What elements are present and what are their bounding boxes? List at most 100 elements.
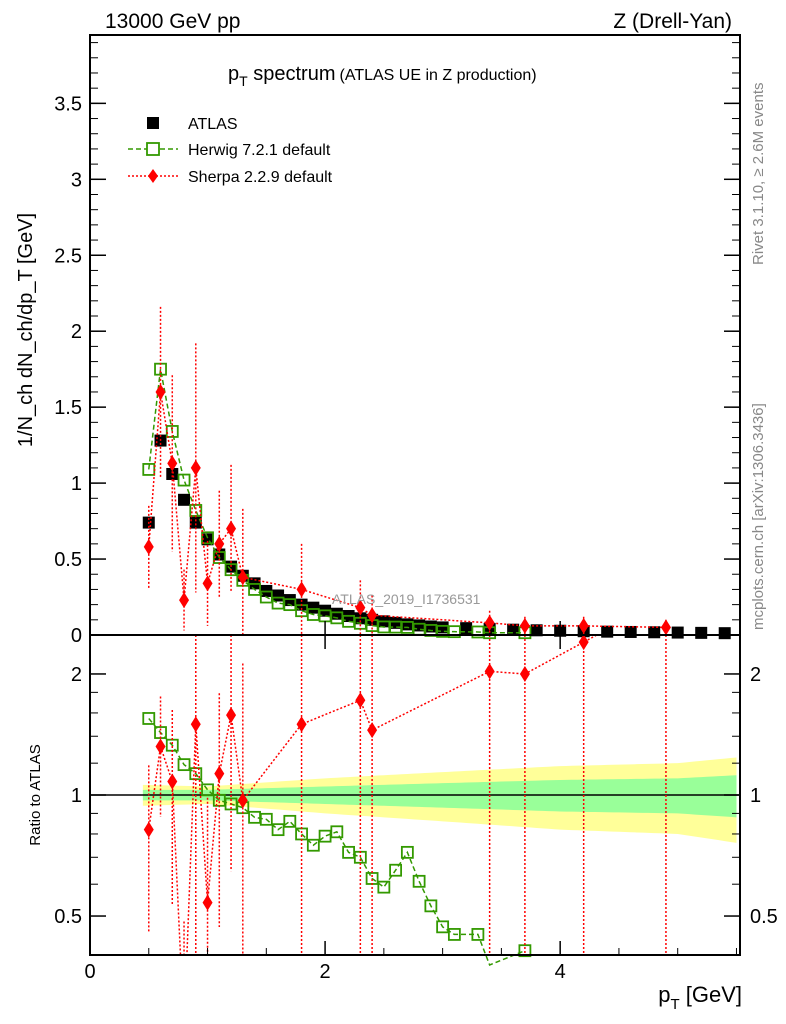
legend-sherpa-marker xyxy=(148,169,158,183)
herwig-ratio-point xyxy=(330,825,344,839)
herwig-ratio-point xyxy=(436,920,450,934)
sherpa-line xyxy=(148,391,666,629)
sherpa-ratio-point xyxy=(484,663,495,680)
sherpa-ratio-point xyxy=(519,665,530,682)
ratio-y-axis-label: Ratio to ATLAS xyxy=(27,744,44,845)
herwig-ratio-point xyxy=(400,845,414,859)
ratio-y-tick-label: 2 xyxy=(750,664,761,686)
herwig-ratio-point xyxy=(377,880,391,894)
header-right: Z (Drell-Yan) xyxy=(613,10,732,33)
sherpa-point xyxy=(296,581,307,598)
sherpa-point xyxy=(237,569,248,586)
x-axis-label: pT [GeV] xyxy=(658,982,742,1013)
legend-herwig-marker xyxy=(146,142,160,156)
herwig-point xyxy=(177,473,191,487)
sherpa-point xyxy=(226,520,237,537)
sherpa-ratio-point xyxy=(226,707,237,724)
herwig-ratio-point xyxy=(142,712,156,725)
legend-atlas-marker xyxy=(147,117,159,129)
atlas-point xyxy=(648,626,661,639)
y-tick-label: 2 xyxy=(71,321,82,343)
sherpa-ratio-point xyxy=(355,692,366,709)
herwig-ratio-line xyxy=(148,717,526,966)
atlas-point xyxy=(424,620,437,633)
sherpa-ratio-point xyxy=(367,722,378,739)
uncertainty-band xyxy=(90,757,740,843)
herwig-point xyxy=(447,625,461,639)
y-tick-label: 0 xyxy=(71,625,82,647)
atlas-point xyxy=(401,618,414,631)
y-tick-label: 3 xyxy=(71,169,82,191)
sherpa-point xyxy=(202,575,213,592)
atlas-point xyxy=(671,626,684,639)
sherpa-point xyxy=(484,614,495,631)
ratio-band-inner xyxy=(142,775,737,818)
header-left: 13000 GeV pp xyxy=(105,10,240,33)
herwig-ratio-point xyxy=(259,812,273,826)
y-tick-label: 2.5 xyxy=(54,245,82,267)
atlas-point xyxy=(283,594,296,607)
sherpa-ratio-point xyxy=(237,792,248,809)
sherpa-ratio-point xyxy=(214,765,225,782)
y-tick-label: 3.5 xyxy=(54,93,82,115)
watermark: ATLAS_2019_I1736531 xyxy=(332,591,481,607)
sherpa-point xyxy=(179,592,190,609)
sherpa-ratio-point xyxy=(296,716,307,733)
sherpa-point xyxy=(660,619,671,636)
ratio-y-tick-label: 2 xyxy=(71,664,82,686)
herwig-point xyxy=(201,531,214,545)
sherpa-point xyxy=(155,383,166,400)
x-tick-label: 0 xyxy=(84,961,95,983)
sherpa-point xyxy=(167,455,178,472)
plot-title: pT spectrum (ATLAS UE in Z production) xyxy=(228,63,537,89)
herwig-ratio-point xyxy=(177,758,191,772)
sherpa-point xyxy=(355,599,366,616)
atlas-point xyxy=(189,516,202,529)
atlas-point xyxy=(178,493,191,506)
herwig-ratio-point xyxy=(518,944,532,958)
herwig-point xyxy=(248,583,261,596)
sherpa-point xyxy=(190,459,201,476)
herwig-ratio-point xyxy=(389,863,403,877)
data-marks xyxy=(142,306,731,966)
atlas-point xyxy=(624,625,637,638)
y-tick-label: 0.5 xyxy=(54,549,82,571)
atlas-point xyxy=(272,589,285,602)
sherpa-point xyxy=(143,538,154,555)
sherpa-ratio-line xyxy=(148,635,599,955)
sherpa-ratio-point xyxy=(155,738,166,755)
herwig-ratio-point xyxy=(271,823,285,837)
atlas-point xyxy=(307,601,320,614)
ratio-y-tick-label: 1 xyxy=(750,785,761,807)
sherpa-point xyxy=(367,607,378,624)
ratio-y-tick-label: 0.5 xyxy=(750,906,778,928)
sherpa-point xyxy=(578,617,589,634)
sherpa-point xyxy=(214,535,225,552)
axis-ticks: 0 2 4 0 0.5 1 1.5 2 2.5 3 3.5 0.5 0.5 1 1 2 2 xyxy=(54,42,778,983)
herwig-ratio-point xyxy=(306,838,320,852)
herwig-ratio-point xyxy=(283,814,297,828)
legend-atlas: ATLAS xyxy=(188,116,238,133)
herwig-ratio-point xyxy=(424,899,438,913)
atlas-point xyxy=(166,467,179,480)
ratio-y-tick-label: 0.5 xyxy=(54,906,82,928)
herwig-point xyxy=(224,563,238,577)
sherpa-ratio-point xyxy=(202,894,213,911)
ratio-y-tick-label: 1 xyxy=(71,785,82,807)
mcplots-info: mcplots.cern.ch [arXiv:1306.3436] xyxy=(750,403,767,630)
y-tick-label: 1 xyxy=(71,473,82,495)
herwig-ratio-point xyxy=(447,928,461,941)
herwig-ratio-point xyxy=(412,874,426,888)
herwig-ratio-point xyxy=(471,928,485,941)
legend-sherpa: Sherpa 2.2.9 default xyxy=(188,169,333,186)
sherpa-ratio-point xyxy=(578,634,589,651)
atlas-point xyxy=(389,616,402,629)
rivet-info: Rivet 3.1.10, ≥ 2.6M events xyxy=(750,83,767,266)
y-tick-label: 1.5 xyxy=(54,397,82,419)
legend-herwig: Herwig 7.2.1 default xyxy=(188,142,331,159)
y-axis-label: 1/N_ch dN_ch/dp_T [GeV] xyxy=(15,213,37,447)
sherpa-ratio-point xyxy=(143,821,154,838)
herwig-ratio-point xyxy=(201,783,214,797)
atlas-point xyxy=(530,624,543,637)
